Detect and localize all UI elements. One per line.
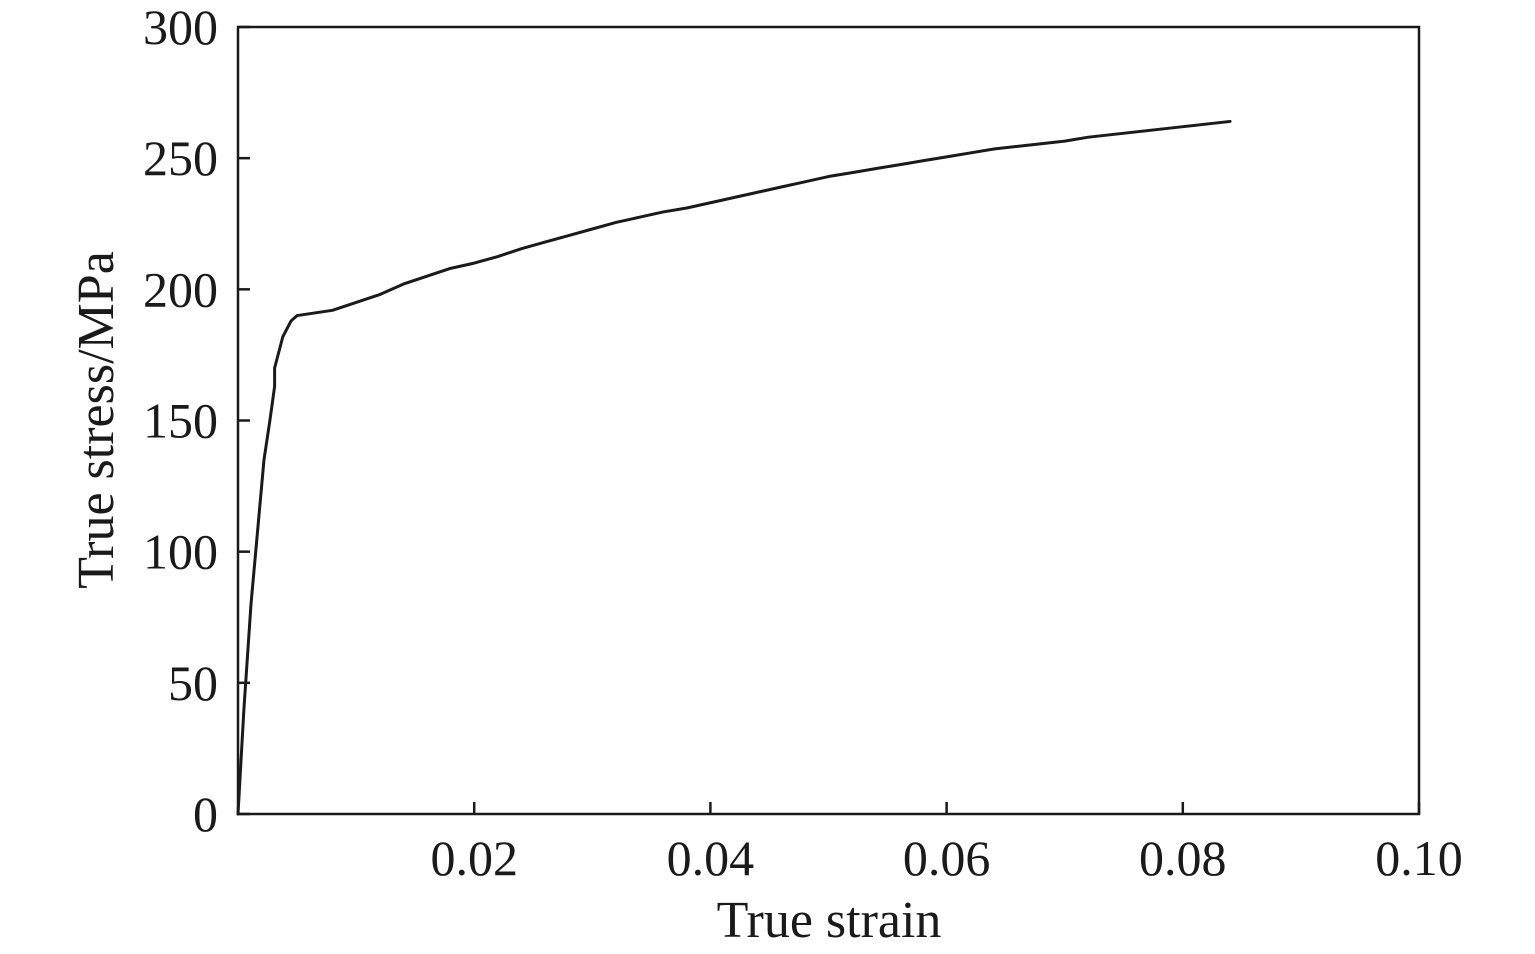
x-axis: 0.02 0.04 0.06 0.08 0.10 <box>430 802 1463 886</box>
stress-strain-curve <box>236 119 1232 816</box>
y-tick-label: 0 <box>193 786 218 842</box>
x-tick-label: 0.10 <box>1375 830 1463 886</box>
y-tick-label: 150 <box>143 393 218 449</box>
x-tick-label: 0.08 <box>1139 830 1227 886</box>
plot-area <box>236 25 1421 816</box>
x-axis-label: True strain <box>717 892 942 949</box>
x-tick-label: 0.02 <box>430 830 518 886</box>
y-axis: 0 50 100 150 200 250 300 <box>143 0 250 842</box>
x-tick-label: 0.06 <box>903 830 991 886</box>
plot-frame <box>236 25 1421 816</box>
y-tick-label: 200 <box>143 261 218 317</box>
y-tick-label: 300 <box>143 0 218 55</box>
y-axis-label: True stress/MPa <box>68 251 125 589</box>
x-tick-label: 0.04 <box>667 830 755 886</box>
y-tick-label: 250 <box>143 130 218 186</box>
y-tick-label: 100 <box>143 524 218 580</box>
y-tick-label: 50 <box>168 655 218 711</box>
